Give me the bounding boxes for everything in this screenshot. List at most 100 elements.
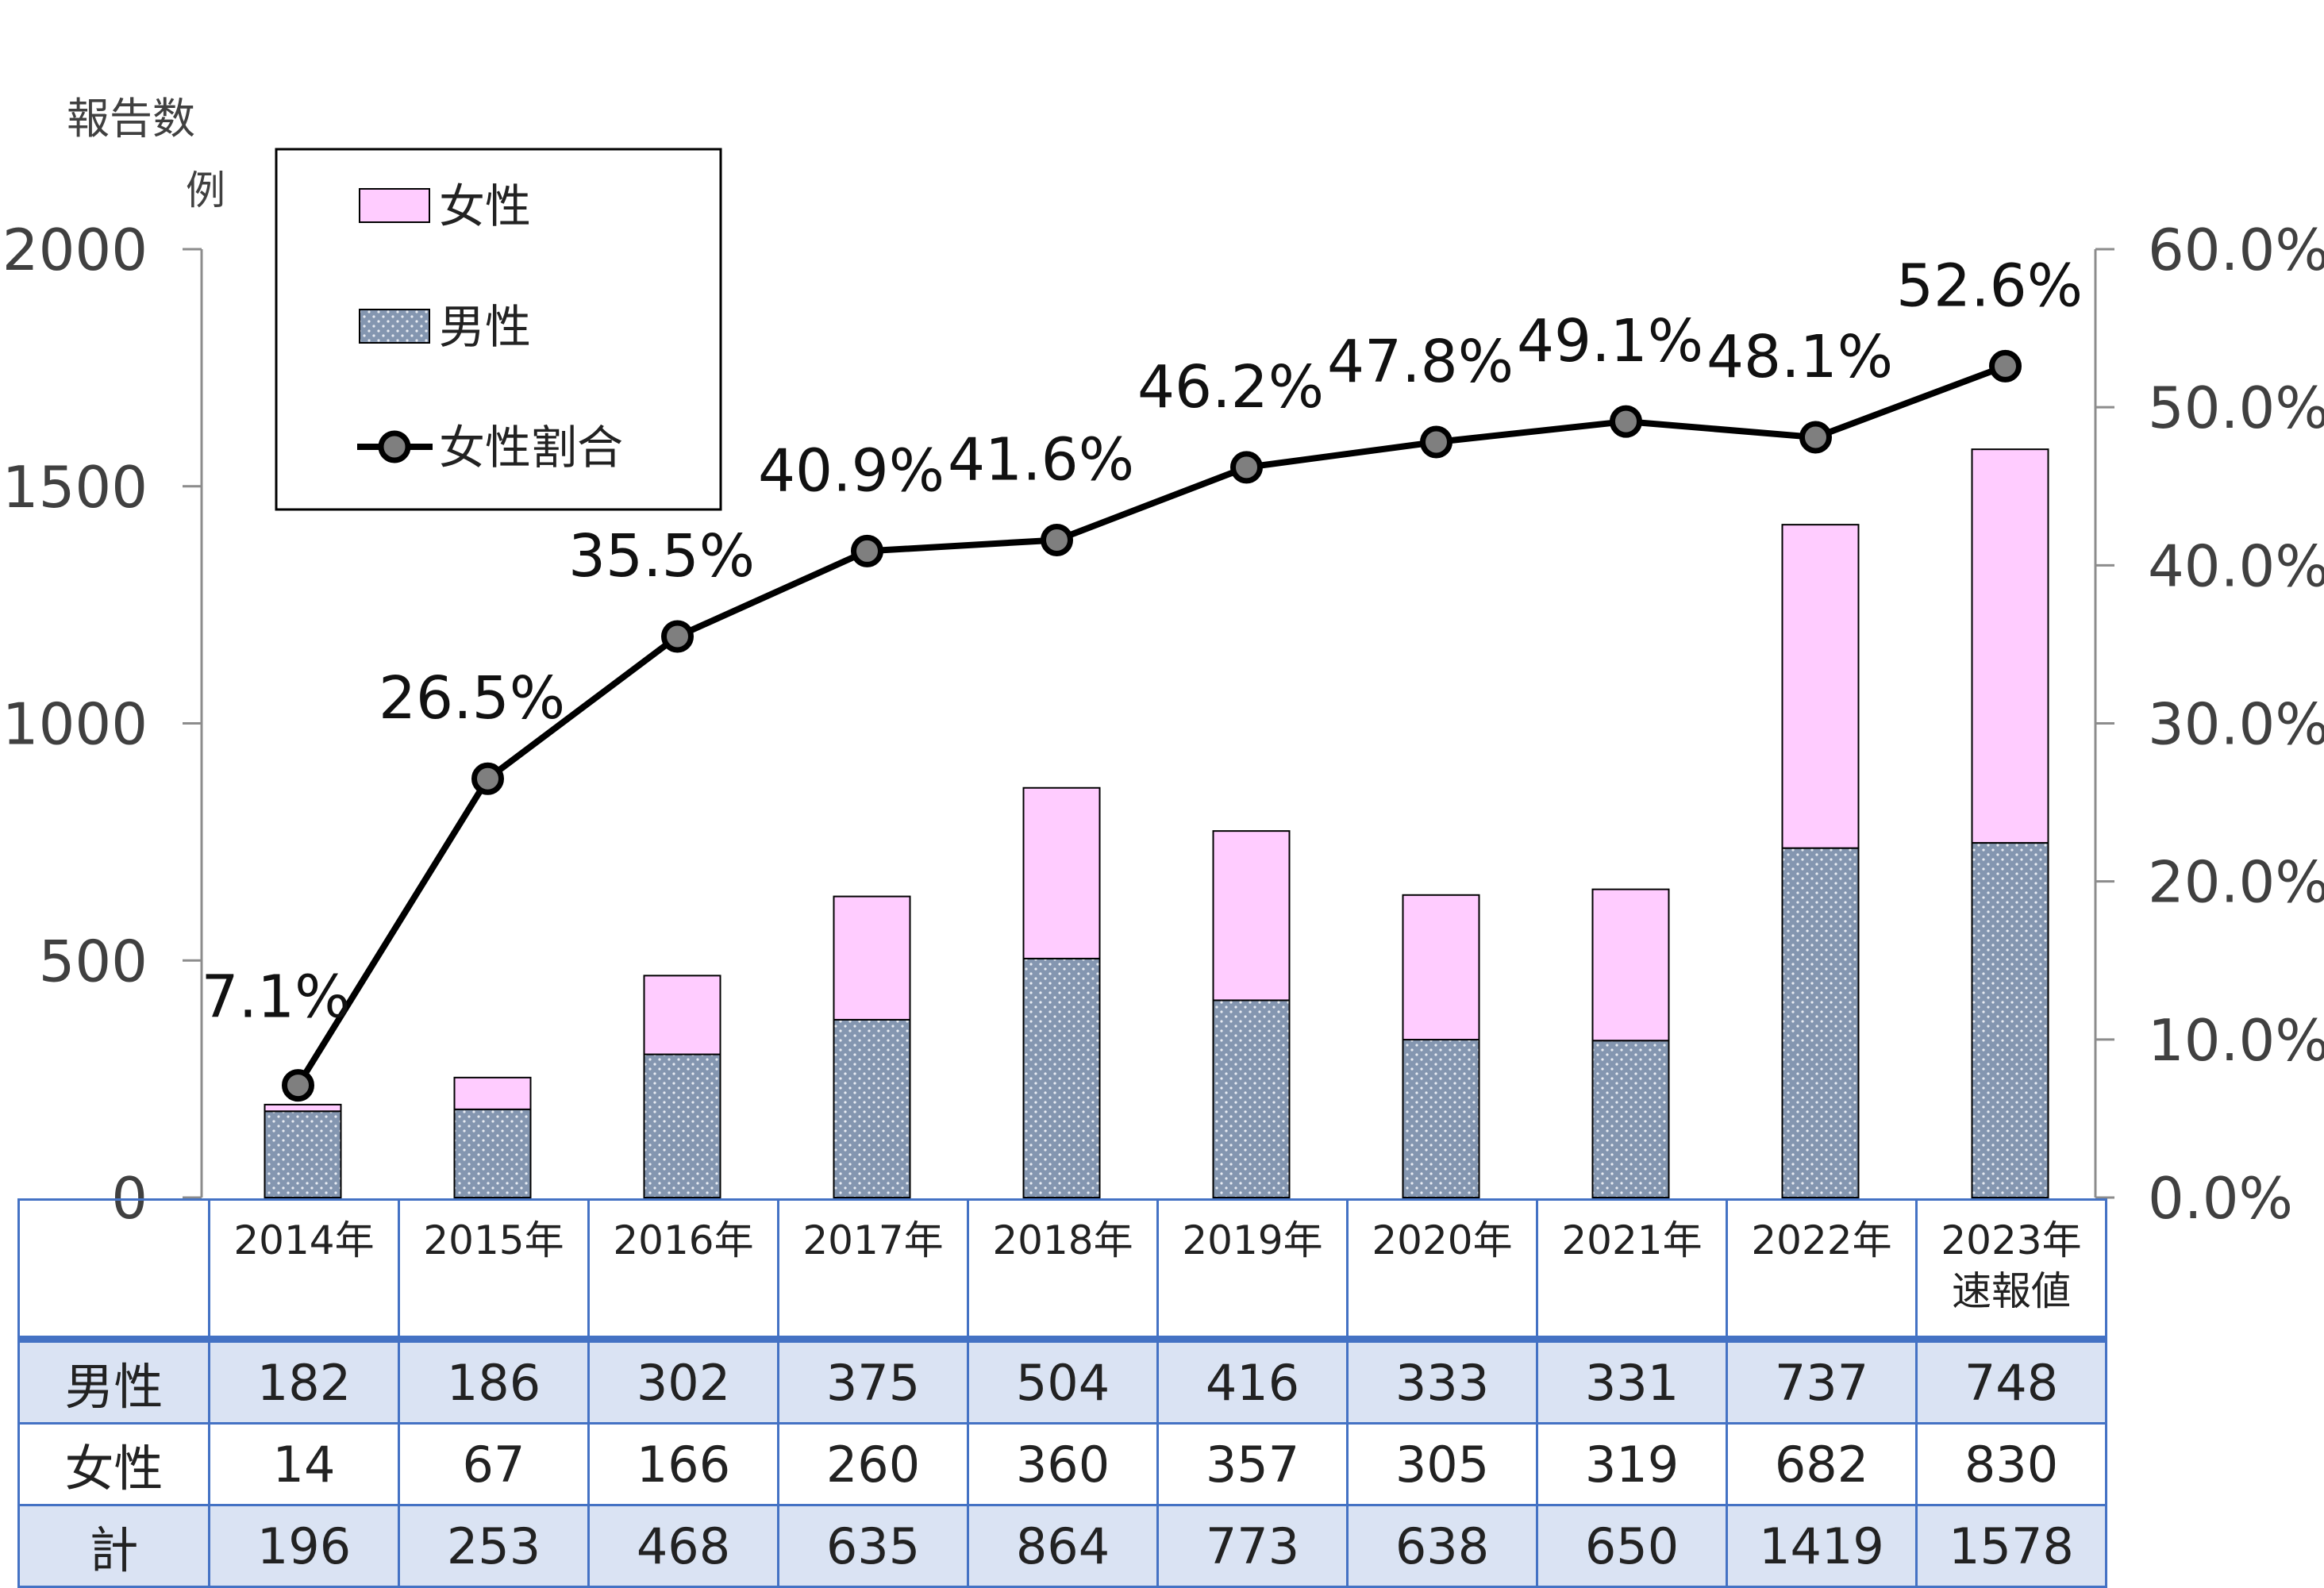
ratio-data-label: 52.6%: [1896, 252, 2083, 320]
table-year-cell: 2016年: [587, 1198, 779, 1343]
table-corner-cell: [17, 1198, 210, 1343]
ratio-marker: [661, 620, 694, 653]
bar-male: [1212, 999, 1291, 1198]
table-row-label: 男性: [17, 1338, 210, 1425]
y2-tick-label: 60.0%: [2148, 217, 2324, 283]
bar-male: [453, 1108, 532, 1198]
y-axis-title-line1: 報告数: [67, 94, 195, 144]
year-label: 2016年: [613, 1217, 754, 1263]
ratio-marker: [1420, 425, 1452, 459]
bar-female: [264, 1103, 342, 1113]
bar-female: [1971, 448, 2049, 844]
table-cell: 14: [208, 1422, 400, 1506]
year-label: 2020年: [1372, 1217, 1513, 1263]
legend-label-female: 女性: [439, 179, 531, 233]
y2-tick-label: 40.0%: [2148, 533, 2324, 599]
year-label: 2023年: [1941, 1217, 2082, 1263]
y-tick-label: 1500: [2, 454, 148, 521]
ratio-data-label: 40.9%: [758, 436, 945, 505]
table-year-cell: 2015年: [398, 1198, 590, 1343]
table-cell: 186: [398, 1338, 590, 1425]
year-label: 2021年: [1561, 1217, 1703, 1263]
table-cell: 67: [398, 1422, 590, 1506]
bars-group: [264, 448, 2049, 1199]
legend: 女性 男性 女性割合: [275, 148, 722, 511]
table-cell: 650: [1536, 1504, 1728, 1588]
table-row-label: 女性: [17, 1422, 210, 1506]
bar-male: [1402, 1039, 1480, 1198]
y2-tick-label: 50.0%: [2148, 375, 2324, 441]
y-axis-right: 0.0% 10.0% 20.0% 30.0% 40.0% 50.0% 60.0%: [2094, 217, 2324, 1232]
table-row: 男性 182 186 302 375 504 416 333 331 737 748: [17, 1338, 2107, 1425]
ratio-data-label: 26.5%: [379, 664, 565, 732]
bar-male: [643, 1053, 721, 1199]
legend-marker-sample: [378, 430, 411, 463]
ratio-marker: [1610, 405, 1642, 438]
ratio-marker: [282, 1069, 314, 1102]
table-cell: 748: [1915, 1338, 2107, 1425]
table-cell: 468: [587, 1504, 779, 1588]
table-cell: 196: [208, 1504, 400, 1588]
ratio-data-label: 47.8%: [1327, 328, 1514, 396]
table-cell: 333: [1346, 1338, 1538, 1425]
ratio-line-group: 7.1% 26.5% 35.5%40.9% 41.6%46.2% 47.8% 49.1% 4…: [202, 252, 2083, 1102]
y-tick-label: 1000: [2, 691, 148, 758]
bar-male: [1971, 842, 2049, 1198]
table-cell: 638: [1346, 1504, 1538, 1588]
bar-male: [264, 1110, 342, 1199]
table-cell: 166: [587, 1422, 779, 1506]
y2-tick-label: 0.0%: [2148, 1165, 2293, 1232]
table-cell: 737: [1726, 1338, 1918, 1425]
table-year-cell: 2022年: [1726, 1198, 1918, 1343]
table-row: 女性 14 67 166 260 360 357 305 319 682 830: [17, 1422, 2107, 1506]
year-sub-label: 速報値: [1952, 1268, 2071, 1314]
y2-tick-label: 30.0%: [2148, 691, 2324, 758]
ratio-data-label: 48.1%: [1706, 323, 1893, 391]
table-year-cell: 2017年: [777, 1198, 969, 1343]
legend-box: [275, 148, 722, 511]
y-tick-label: 500: [39, 928, 148, 994]
year-label: 2022年: [1751, 1217, 1892, 1263]
y-axis-title-line2: 例: [186, 167, 225, 213]
table-cell: 682: [1726, 1422, 1918, 1506]
ratio-marker: [1230, 451, 1263, 484]
table-cell: 375: [777, 1338, 969, 1425]
table-year-cell: 2014年: [208, 1198, 400, 1343]
ratio-marker: [471, 762, 504, 795]
table-cell: 305: [1346, 1422, 1538, 1506]
ratio-data-label: 41.6%: [948, 425, 1134, 494]
bar-female: [833, 895, 911, 1021]
legend-label-male: 男性: [439, 300, 531, 354]
bar-female: [453, 1076, 532, 1110]
table-cell: 1419: [1726, 1504, 1918, 1588]
y2-tick-label: 10.0%: [2148, 1007, 2324, 1074]
bar-female: [1022, 786, 1101, 959]
ratio-marker: [1041, 523, 1073, 556]
table-cell: 302: [587, 1338, 779, 1425]
table-cell: 260: [777, 1422, 969, 1506]
bar-female: [1402, 894, 1480, 1041]
data-table: 2014年 2015年 2016年 2017年 2018年 2019年 2020年 2021年…: [17, 1198, 2107, 1588]
bar-female: [1212, 830, 1291, 1002]
legend-label-ratio: 女性割合: [439, 421, 623, 475]
table-cell: 1578: [1915, 1504, 2107, 1588]
legend-swatch-female: [359, 188, 430, 223]
table-cell: 360: [967, 1422, 1159, 1506]
year-label: 2019年: [1182, 1217, 1323, 1263]
table-cell: 331: [1536, 1338, 1728, 1425]
table-cell: 773: [1156, 1504, 1349, 1588]
table-year-cell: 2023年速報値: [1915, 1198, 2107, 1343]
table-row: 計 196 253 468 635 864 773 638 650 1419 1578: [17, 1504, 2107, 1588]
table-cell: 182: [208, 1338, 400, 1425]
bar-female: [1591, 888, 1670, 1042]
table-cell: 504: [967, 1338, 1159, 1425]
table-cell: 319: [1536, 1422, 1728, 1506]
table-cell: 830: [1915, 1422, 2107, 1506]
ratio-data-label: 46.2%: [1137, 353, 1324, 421]
year-label: 2015年: [423, 1217, 564, 1263]
table-cell: 357: [1156, 1422, 1349, 1506]
table-cell: 416: [1156, 1338, 1349, 1425]
y2-tick-label: 20.0%: [2148, 849, 2324, 916]
table-year-cell: 2020年: [1346, 1198, 1538, 1343]
